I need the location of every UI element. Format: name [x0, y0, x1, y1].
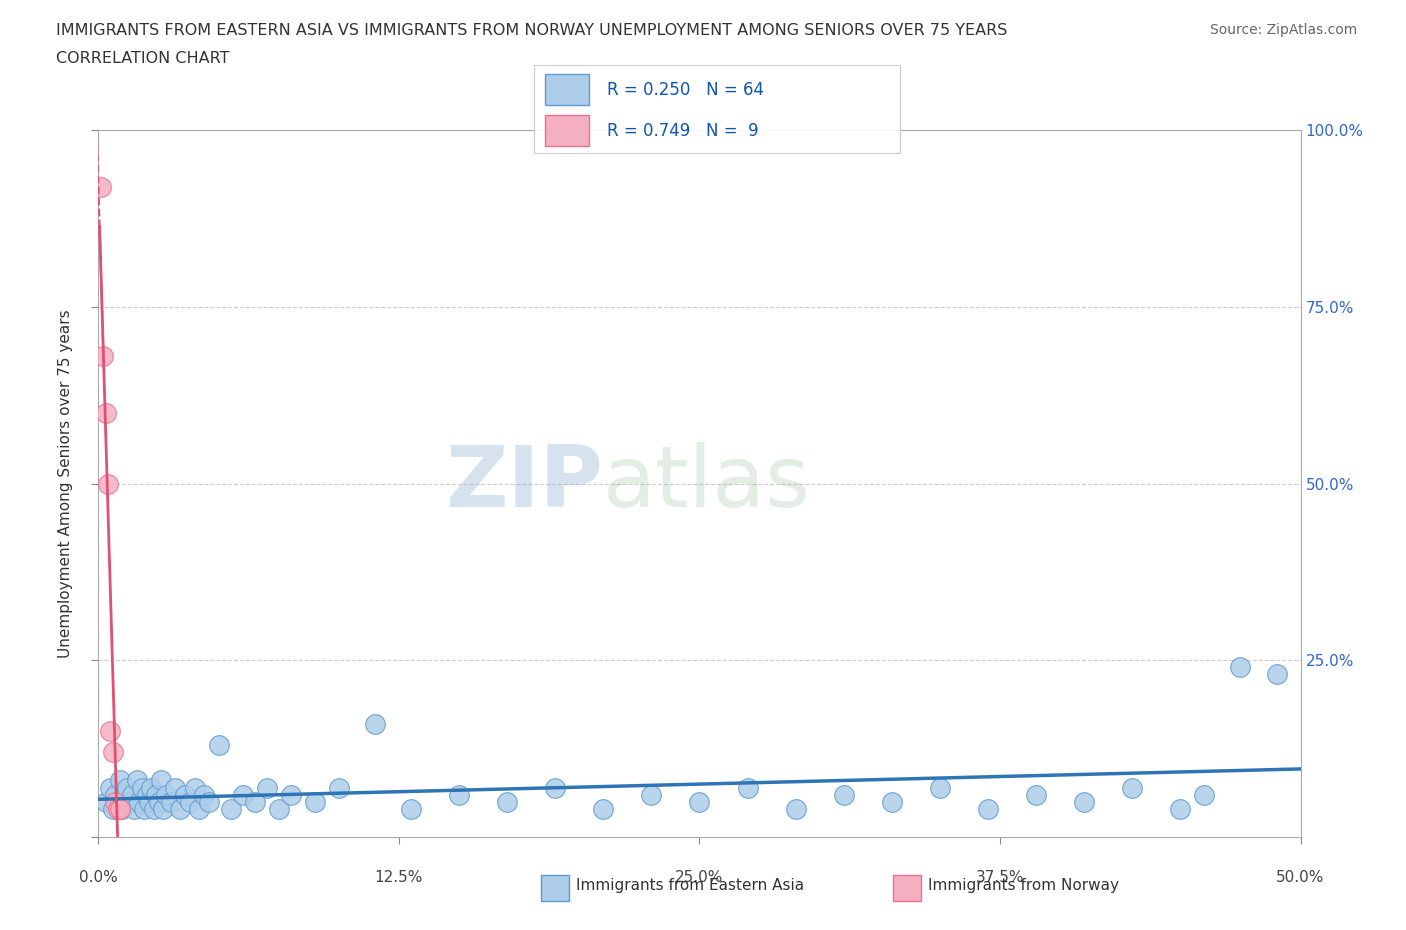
Point: [737, 780, 759, 795]
Point: [104, 787, 127, 802]
Point: [138, 794, 160, 809]
Text: 0.0%: 0.0%: [79, 870, 118, 884]
Point: [496, 794, 519, 809]
Point: [159, 794, 181, 809]
Text: CORRELATION CHART: CORRELATION CHART: [56, 51, 229, 66]
Point: [155, 787, 177, 802]
Point: [108, 773, 131, 788]
Text: atlas: atlas: [603, 442, 811, 525]
Point: [111, 802, 134, 817]
FancyBboxPatch shape: [546, 115, 589, 146]
Point: [208, 737, 231, 752]
Point: [107, 802, 129, 817]
Text: IMMIGRANTS FROM EASTERN ASIA VS IMMIGRANTS FROM NORWAY UNEMPLOYMENT AMONG SENIOR: IMMIGRANTS FROM EASTERN ASIA VS IMMIGRAN…: [56, 23, 1008, 38]
Point: [131, 780, 153, 795]
Point: [142, 802, 165, 817]
Text: Immigrants from Norway: Immigrants from Norway: [928, 878, 1119, 893]
Point: [304, 794, 326, 809]
Point: [198, 794, 221, 809]
Point: [364, 716, 387, 731]
Point: [928, 780, 950, 795]
Point: [174, 787, 197, 802]
Point: [1073, 794, 1095, 809]
Point: [179, 794, 201, 809]
Point: [640, 787, 662, 802]
Point: [145, 787, 167, 802]
Point: [232, 787, 254, 802]
Point: [94, 405, 117, 420]
Point: [90, 179, 112, 194]
Text: 12.5%: 12.5%: [375, 870, 423, 884]
Point: [118, 794, 141, 809]
Point: [91, 349, 114, 364]
Point: [785, 802, 807, 817]
Point: [101, 745, 124, 760]
Point: [114, 787, 136, 802]
Point: [219, 802, 242, 817]
Point: [152, 802, 174, 817]
Point: [544, 780, 567, 795]
Point: [447, 787, 470, 802]
Point: [148, 794, 170, 809]
Point: [183, 780, 205, 795]
FancyBboxPatch shape: [541, 875, 569, 901]
Point: [977, 802, 1000, 817]
Point: [141, 780, 163, 795]
Point: [135, 787, 157, 802]
Point: [169, 802, 191, 817]
Text: R = 0.250   N = 64: R = 0.250 N = 64: [607, 81, 765, 99]
Point: [117, 780, 139, 795]
Point: [132, 802, 155, 817]
Point: [100, 724, 122, 738]
Text: Source: ZipAtlas.com: Source: ZipAtlas.com: [1209, 23, 1357, 37]
Point: [104, 794, 127, 809]
Point: [592, 802, 614, 817]
Point: [165, 780, 187, 795]
Point: [1229, 660, 1251, 675]
Point: [689, 794, 711, 809]
Point: [101, 802, 124, 817]
Point: [243, 794, 266, 809]
Point: [280, 787, 302, 802]
Text: 37.5%: 37.5%: [976, 870, 1024, 884]
Point: [832, 787, 855, 802]
Point: [128, 794, 150, 809]
Point: [94, 794, 117, 809]
Text: Immigrants from Eastern Asia: Immigrants from Eastern Asia: [576, 878, 804, 893]
Point: [125, 773, 148, 788]
FancyBboxPatch shape: [893, 875, 921, 901]
Point: [188, 802, 211, 817]
Point: [193, 787, 215, 802]
Point: [97, 476, 120, 491]
Point: [328, 780, 350, 795]
Point: [1265, 667, 1288, 682]
Point: [100, 780, 122, 795]
Point: [149, 773, 172, 788]
FancyBboxPatch shape: [546, 74, 589, 105]
Point: [1121, 780, 1143, 795]
Point: [399, 802, 422, 817]
Point: [107, 794, 129, 809]
Point: [1170, 802, 1192, 817]
Point: [108, 802, 131, 817]
Point: [267, 802, 290, 817]
Point: [121, 787, 143, 802]
Text: ZIP: ZIP: [446, 442, 603, 525]
Text: 25.0%: 25.0%: [675, 870, 724, 884]
Y-axis label: Unemployment Among Seniors over 75 years: Unemployment Among Seniors over 75 years: [58, 310, 73, 658]
Text: 50.0%: 50.0%: [1277, 870, 1324, 884]
Point: [256, 780, 278, 795]
Point: [1025, 787, 1047, 802]
Point: [124, 802, 146, 817]
Point: [1194, 787, 1216, 802]
Point: [880, 794, 903, 809]
Text: R = 0.749   N =  9: R = 0.749 N = 9: [607, 123, 759, 140]
